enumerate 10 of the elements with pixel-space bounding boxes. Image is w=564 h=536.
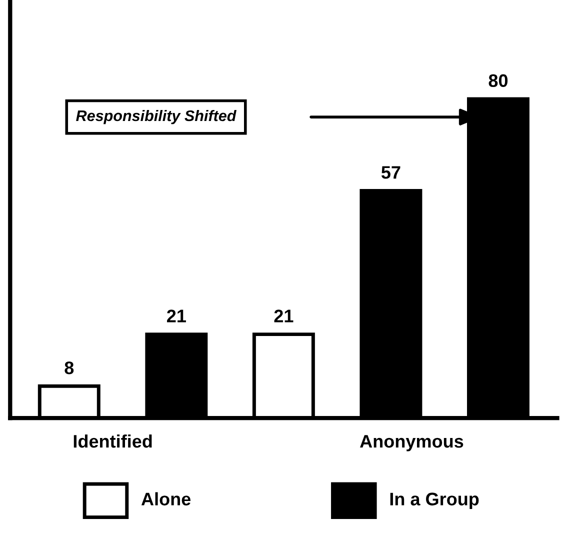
text: Alone (141, 492, 191, 506)
data-label: 21 (274, 310, 294, 322)
data-label: 80 (488, 74, 508, 88)
text: Identified (74, 434, 152, 448)
data-label: 57 (381, 166, 400, 179)
data-label: 21 (167, 310, 186, 322)
text: In a Group (390, 492, 479, 510)
text: Anonymous (360, 435, 464, 452)
data-label: 8 (64, 361, 74, 374)
annotation: Responsibility Shifted (76, 110, 236, 124)
